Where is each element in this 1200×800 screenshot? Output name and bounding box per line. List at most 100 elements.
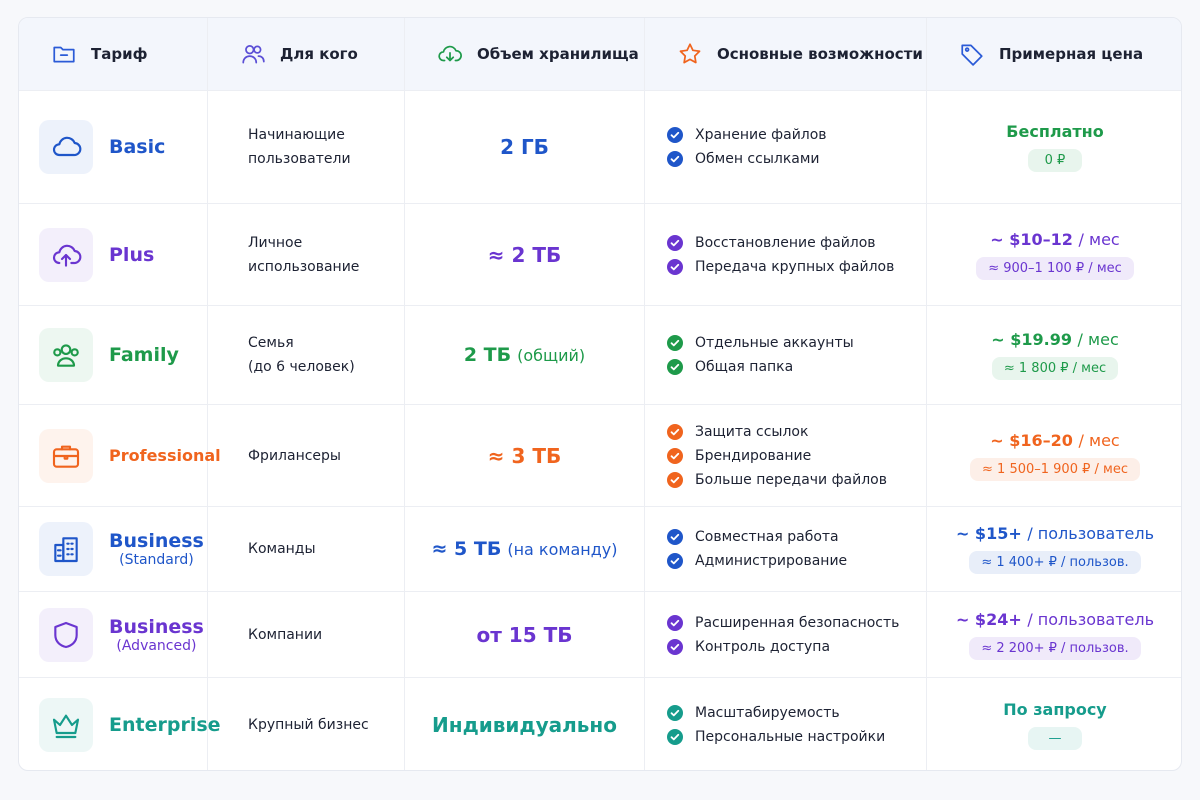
audience-cell: Компании [208,592,405,678]
icon [53,344,79,367]
price-line: ~ $24+ / пользователь [956,610,1154,629]
feature-item: Обмен ссылками [667,151,820,167]
check-icon [667,705,683,721]
audience-cell: Личное использование [208,204,405,306]
price-unit: / мес [1077,330,1119,349]
header-label: Для кого [280,45,358,63]
feature-item: Брендирование [667,447,812,464]
feature-text: Брендирование [695,447,812,464]
plan-name-box: Plus [109,244,154,266]
price-line: ~ $19.99 / мес [991,330,1118,349]
icon [52,445,80,468]
check-icon [667,335,683,351]
storage-value: от 15 ТБ [476,622,573,647]
storage-cell: от 15 ТБ [405,592,645,678]
icon [53,244,82,267]
plan-name-box: Family [109,344,179,366]
plan-cell: Business (Standard) [19,507,208,592]
check-icon [667,127,683,143]
audience-line: (до 6 человек) [248,359,355,375]
audience-cell: Семья (до 6 человек) [208,306,405,405]
feature-item: Общая папка [667,359,793,375]
plan-name-box: Enterprise [109,714,221,736]
header-cell: Основные возможности [645,18,927,91]
price-value: ~ $19.99 [991,330,1072,349]
feature-item: Совместная работа [667,529,839,545]
features-cell: Отдельные аккаунты Общая папка [645,306,927,405]
plan-name: Enterprise [109,714,221,736]
feature-item: Отдельные аккаунты [667,335,854,351]
feature-item: Администрирование [667,553,847,569]
feature-item: Масштабируемость [667,705,840,721]
plan-cell: Basic [19,91,208,204]
plan-cell: Family [19,306,208,405]
feature-text: Общая папка [695,359,794,375]
storage-value: ≈ 3 ТБ [487,443,562,468]
storage-cell: ≈ 3 ТБ [405,405,645,507]
price-line: ~ $10–12 / мес [990,230,1119,249]
price-badge: ≈ 1 500–1 900 ₽ / мес [970,457,1140,481]
price-line: ~ $16–20 / мес [990,431,1119,450]
price-cell: Бесплатно 0 ₽ [927,91,1181,204]
price-badge: ≈ 1 800 ₽ / мес [991,357,1119,380]
plan-icon [39,607,93,662]
price-value: ~ $10–12 [990,229,1073,249]
audience-line: Компании [248,626,323,643]
storage-cell: 2 ТБ (общий) [405,306,645,405]
icon [961,44,983,66]
plan-icon [39,227,93,282]
plan-name: Family [109,344,179,366]
price-value: Бесплатно [1006,122,1104,141]
check-icon [667,359,683,375]
price-unit: / мес [1078,229,1120,249]
feature-text: Совместная работа [695,529,839,545]
plan-icon [39,698,93,752]
feature-item: Больше передачи файлов [667,471,887,488]
storage-cell: 2 ГБ [405,91,645,204]
header-label: Объем хранилища [477,45,639,63]
features-cell: Масштабируемость Персональные настройки [645,678,927,770]
feature-item: Персональные настройки [667,729,885,745]
price-badge: ≈ 2 200+ ₽ / пользов. [969,636,1141,660]
icon [54,537,78,563]
price-value: По запросу [1003,700,1107,719]
plan-icon [39,522,93,576]
feature-text: Защита ссылок [695,423,809,440]
feature-text: Восстановление файлов [695,234,876,251]
features-cell: Расширенная безопасность Контроль доступа [645,592,927,678]
plan-name: Business [109,530,204,552]
storage-value: ≈ 2 ТБ [487,242,562,267]
price-value: ~ $15+ [955,524,1022,543]
feature-item: Хранение файлов [667,127,827,143]
price-badge: 0 ₽ [1028,149,1082,172]
icon [54,621,78,648]
storage-value: 2 ТБ [463,344,512,366]
check-icon [667,529,683,545]
plan-cell: Enterprise [19,678,221,770]
plan-subtitle: (Advanced) [116,637,197,654]
storage-cell: ≈ 5 ТБ (на команду) [405,507,645,592]
plan-cell: Plus [19,204,208,306]
plan-name: Professional [109,446,221,465]
features-cell: Совместная работа Администрирование [645,507,927,592]
icon [52,714,80,739]
plan-icon [39,328,93,382]
feature-text: Хранение файлов [695,127,827,143]
audience-cell: Команды [208,507,405,592]
plan-icon [39,428,93,483]
plan-name-box: Basic [109,136,165,158]
check-icon [667,151,683,167]
pricing-table: Тариф Для кого Объем хранилища Основные воз… [18,17,1182,771]
check-icon [667,258,683,275]
audience-line: использование [248,258,360,275]
feature-item: Расширенная безопасность [667,614,899,631]
price-badge: ≈ 1 400+ ₽ / пользов. [969,551,1141,574]
price-line: По запросу [1003,700,1106,719]
header-cell: Примерная цена [927,18,1181,91]
feature-text: Обмен ссылками [695,151,820,167]
price-value: ~ $24+ [955,609,1022,629]
check-icon [667,638,683,655]
price-cell: ~ $19.99 / мес ≈ 1 800 ₽ / мес [927,306,1181,405]
feature-item: Защита ссылок [667,423,809,440]
feature-text: Администрирование [695,553,848,569]
